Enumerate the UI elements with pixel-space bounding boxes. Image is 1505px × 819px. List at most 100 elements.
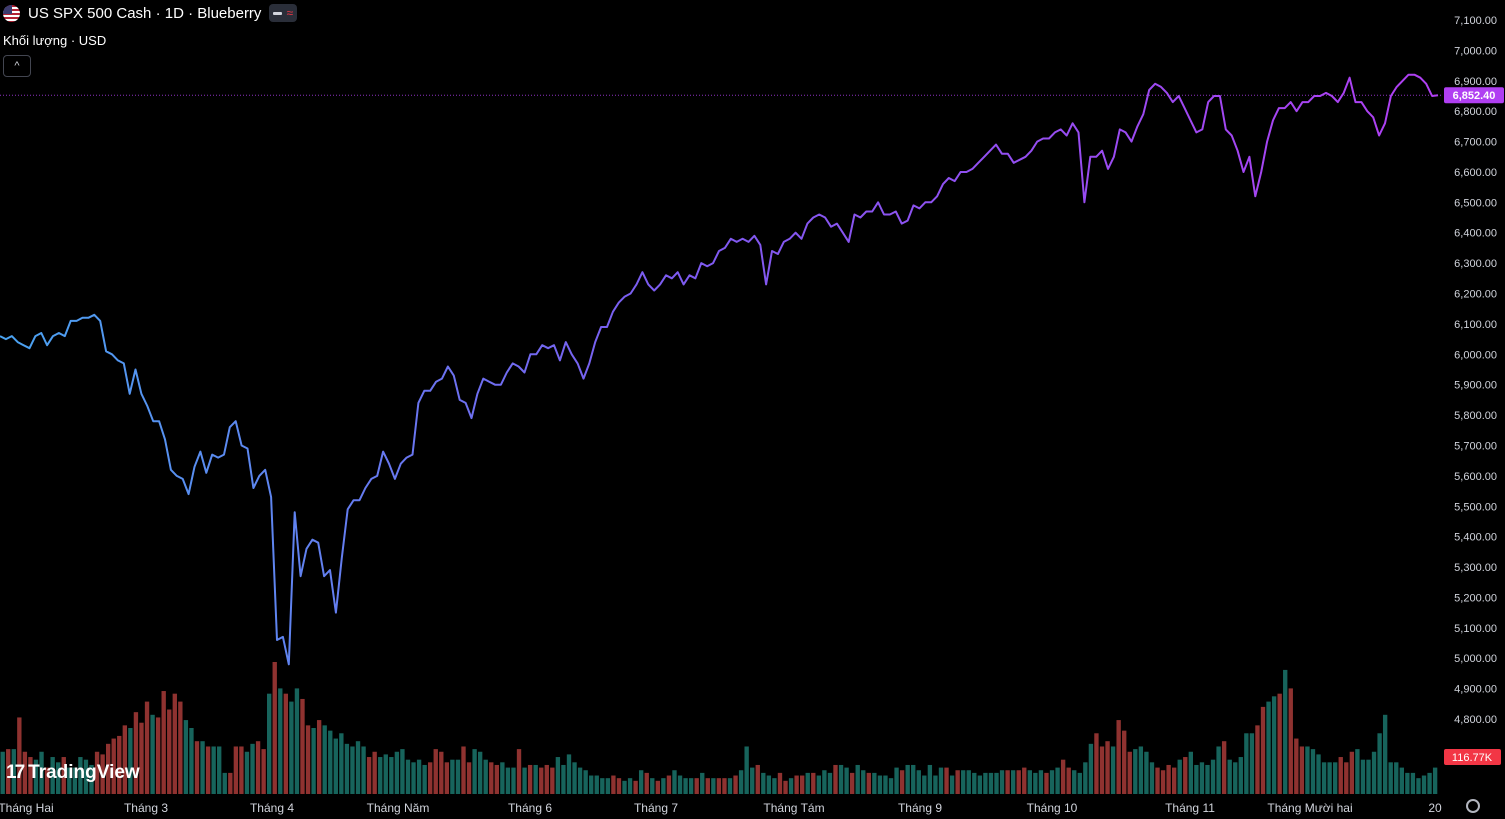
last-price-label: 6,852.40: [1453, 90, 1496, 102]
volume-bar: [1049, 770, 1055, 794]
volume-bar: [949, 775, 955, 794]
price-tick-label: 6,700.00: [1454, 137, 1497, 149]
price-tick-label: 6,100.00: [1454, 319, 1497, 331]
volume-bar: [927, 764, 933, 794]
volume-bar: [883, 775, 888, 794]
volume-bar: [516, 749, 522, 794]
volume-bar: [533, 764, 538, 794]
volume-bar: [1305, 746, 1310, 794]
tradingview-logo[interactable]: 17 TradingView: [6, 762, 140, 784]
series-toggle-chips[interactable]: ≈: [269, 4, 298, 22]
volume-indicator-label[interactable]: Khối lượng · USD: [3, 33, 107, 48]
volume-bar: [1116, 720, 1121, 794]
volume-bar: [494, 764, 499, 794]
volume-bar: [738, 770, 744, 794]
volume-bar: [944, 767, 949, 794]
price-tick-label: 5,100.00: [1454, 623, 1497, 635]
volume-bar: [300, 698, 305, 794]
volume-bar: [1038, 770, 1044, 794]
chevron-up-icon[interactable]: ^: [3, 55, 31, 77]
volume-bar: [389, 757, 394, 794]
price-tick-label: 6,000.00: [1454, 349, 1497, 361]
volume-bar: [466, 762, 472, 794]
price-tick-label: 5,800.00: [1454, 410, 1497, 422]
volume-bar: [600, 778, 605, 794]
us-flag-icon: [3, 4, 20, 22]
volume-bar: [1027, 770, 1032, 794]
volume-bar: [838, 764, 844, 794]
volume-bar: [1122, 730, 1127, 794]
volume-bar: [783, 780, 788, 794]
volume-bar: [428, 762, 433, 794]
volume-bar: [1088, 743, 1094, 794]
volume-bar: [683, 778, 688, 794]
volume-bar: [1394, 762, 1399, 794]
volume-bar: [28, 757, 33, 794]
last-volume-label: 116.77K: [1452, 752, 1493, 764]
volume-bar: [439, 751, 444, 794]
volume-bar: [89, 764, 94, 794]
volume-bar: [17, 717, 22, 794]
volume-bar: [455, 759, 461, 794]
volume-bar: [39, 751, 44, 794]
volume-bar: [272, 662, 277, 794]
volume-bar: [988, 772, 994, 794]
volume-bar: [1432, 767, 1438, 794]
volume-bar: [244, 751, 250, 794]
volume-bar: [1033, 772, 1038, 794]
volume-bar: [1044, 772, 1049, 794]
volume-bar: [0, 751, 5, 794]
volume-bar: [722, 778, 727, 794]
volume-bar: [983, 772, 988, 794]
volume-bar: [1277, 693, 1282, 794]
time-tick-label: Tháng Tám: [763, 801, 824, 815]
volume-bar: [355, 741, 361, 794]
volume-bar: [1210, 759, 1216, 794]
volume-bar: [688, 778, 694, 794]
volume-bar: [755, 764, 760, 794]
volume-bar: [155, 717, 161, 794]
volume-bar: [1138, 746, 1144, 794]
volume-bar: [1405, 772, 1410, 794]
volume-bar: [744, 746, 749, 794]
volume-bar: [500, 762, 505, 794]
price-tick-label: 5,600.00: [1454, 471, 1497, 483]
time-tick-label: Tháng Mười hai: [1267, 801, 1352, 815]
volume-bar: [444, 762, 450, 794]
volume-bar: [183, 720, 189, 794]
volume-bar: [161, 691, 166, 794]
volume-bar: [61, 757, 66, 794]
volume-bar: [322, 725, 327, 794]
volume-bar: [1327, 762, 1332, 794]
wave-icon[interactable]: ≈: [286, 6, 294, 20]
volume-bar: [1388, 762, 1393, 794]
volume-bar: [1183, 757, 1188, 794]
volume-bar: [366, 757, 372, 794]
gear-icon[interactable]: [1466, 799, 1480, 813]
volume-bar: [50, 757, 55, 794]
volume-bar: [11, 749, 16, 794]
volume-bar: [1160, 770, 1166, 794]
volume-bar: [1077, 772, 1082, 794]
volume-bar: [56, 762, 61, 794]
volume-bar: [1344, 762, 1349, 794]
volume-bar: [1399, 767, 1404, 794]
volume-bar: [605, 778, 611, 794]
volume-bar: [894, 767, 899, 794]
volume-bar: [283, 693, 289, 794]
price-tick-label: 7,000.00: [1454, 45, 1497, 57]
symbol-title[interactable]: US SPX 500 Cash · 1D · Blueberry: [28, 4, 262, 22]
volume-bar: [766, 775, 772, 794]
volume-bar: [83, 759, 89, 794]
volume-bar: [555, 757, 561, 794]
volume-bar: [133, 712, 139, 794]
volume-bar: [267, 693, 272, 794]
volume-bar: [1299, 746, 1305, 794]
volume-bar: [1055, 767, 1060, 794]
volume-bar: [1266, 701, 1271, 794]
minus-icon[interactable]: [273, 11, 283, 15]
volume-bar: [1227, 759, 1232, 794]
volume-bar: [1238, 757, 1243, 794]
volume-bar: [805, 772, 810, 794]
